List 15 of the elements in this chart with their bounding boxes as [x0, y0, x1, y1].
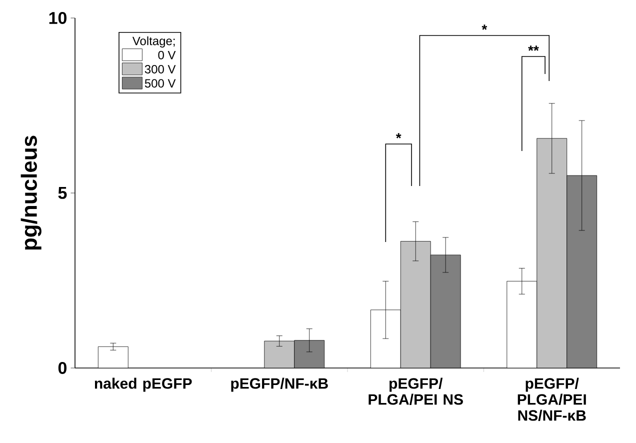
legend-title: Voltage; [132, 36, 175, 48]
x-tick-label: pEGFP/PLGA/PEI NS/NF-κB [518, 378, 586, 421]
y-tick-label: 5 [58, 187, 67, 199]
legend-label: 500 V [144, 79, 176, 88]
y-tick-label: 10 [49, 12, 66, 24]
annotation: * [482, 24, 488, 30]
annotation: * [396, 133, 402, 138]
y-tick-label: 0 [58, 362, 66, 374]
annotation: ** [528, 46, 539, 51]
legend-label: 0 V [158, 50, 176, 60]
y-axis-title: pg/nucleus [20, 136, 42, 250]
x-tick-label: pEGFP/PLGA/PEI NS [368, 378, 463, 405]
legend-label: 300 V [144, 64, 176, 74]
x-tick-label: pEGFP/NF-κB [231, 378, 328, 392]
x-tick-label: naked pEGFP [94, 378, 192, 392]
